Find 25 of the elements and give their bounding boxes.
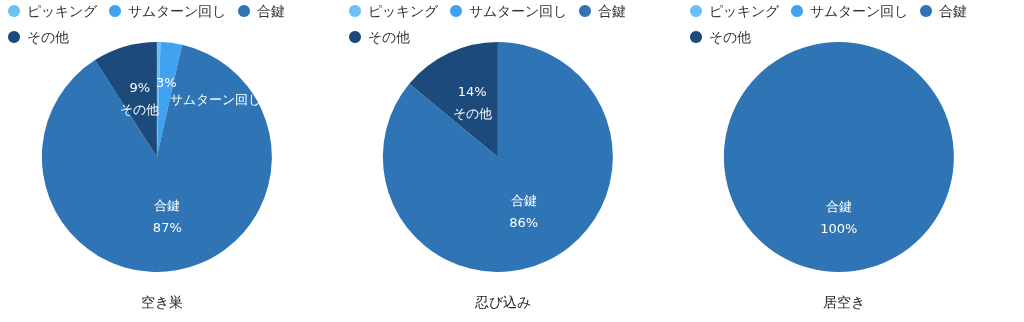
legend-label: 合鍵 [939,3,967,19]
slice-label: 合鍵 [825,199,852,214]
data-label: 9% [129,80,151,96]
data-label: 87% [152,220,182,236]
text: 空き巣 [140,294,183,310]
data-label: 14% [457,83,487,99]
legend-label: サムターン回し [469,3,567,19]
legend-label: 合鍵 [257,3,285,19]
text: 忍び込み [473,294,531,310]
legend-label: ピッキング [709,3,780,19]
legend-label: サムターン回し [128,3,226,19]
data-label: 86% [509,215,539,231]
legend-label: 合鍵 [598,3,626,19]
legend-label: ピッキング [368,3,439,19]
slice-label: その他 [452,105,492,121]
legend-label: サムターン回し [810,3,908,19]
legend-label: その他 [368,29,410,45]
slice-label: 合鍵 [510,193,537,209]
legend-label: ピッキング [27,3,98,19]
legend-label: その他 [709,29,751,45]
slice-label: 合鍵 [154,198,181,214]
data-label: 100% [820,221,858,236]
text: 居空き [822,294,865,310]
data-label: 3% [155,75,177,91]
legend-label: その他 [27,29,69,45]
